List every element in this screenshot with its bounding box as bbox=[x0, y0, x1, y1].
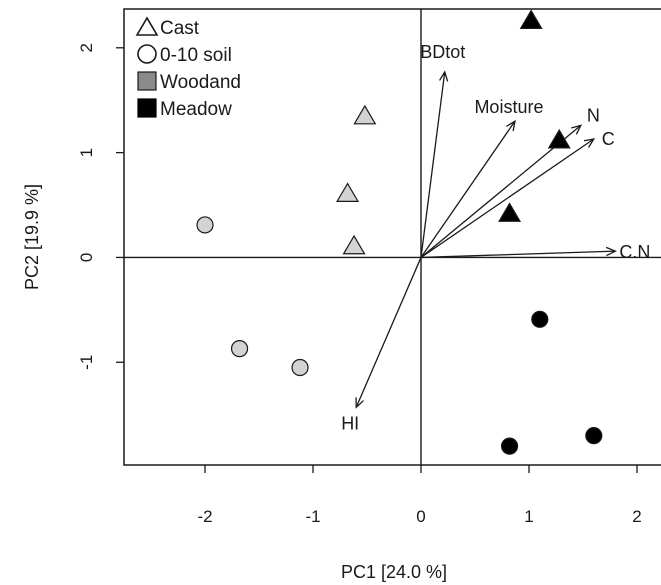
data-point-triangle bbox=[498, 202, 522, 222]
data-point-circle bbox=[291, 358, 309, 377]
x-tick-label: -2 bbox=[197, 507, 212, 526]
legend-circle-open-icon bbox=[137, 44, 157, 64]
data-point-circle bbox=[196, 216, 214, 234]
x-tick-label: 0 bbox=[416, 507, 425, 526]
data-point-triangle bbox=[336, 182, 360, 202]
data-point-circle bbox=[531, 310, 549, 328]
legend-label-woodland: Woodand bbox=[160, 72, 241, 93]
vector-arrowhead bbox=[355, 397, 365, 409]
vector-line bbox=[355, 257, 422, 408]
data-point-circle bbox=[585, 427, 603, 445]
vector-arrowhead bbox=[439, 70, 449, 82]
vector-arrowhead bbox=[583, 138, 596, 148]
vector-arrowhead bbox=[605, 246, 617, 257]
y-tick-label: 2 bbox=[77, 43, 96, 52]
vector-label: BDtot bbox=[420, 42, 465, 62]
legend-label-meadow: Meadow bbox=[160, 99, 232, 120]
legend: Cast 0-10 soil Woodand Meadow bbox=[135, 16, 241, 120]
vector-line bbox=[420, 138, 595, 258]
legend-black-square-icon bbox=[137, 98, 157, 118]
x-axis-label: PC1 [24.0 %] bbox=[341, 562, 447, 582]
vector-line bbox=[420, 71, 446, 258]
y-tick-label: 1 bbox=[77, 148, 96, 157]
legend-gray-square-icon bbox=[137, 71, 157, 91]
data-point-circle bbox=[230, 340, 249, 358]
data-point-triangle bbox=[519, 9, 543, 29]
x-axis: -2 -1 0 1 2 bbox=[197, 465, 642, 526]
x-tick-label: 1 bbox=[524, 507, 533, 526]
data-point-triangle bbox=[342, 234, 366, 255]
vector-label: HI bbox=[341, 413, 359, 433]
vector-arrowhead bbox=[506, 119, 516, 132]
vector-label: N bbox=[587, 105, 600, 125]
x-tick-label: 2 bbox=[632, 507, 641, 526]
vector-label: Moisture bbox=[474, 97, 543, 117]
plot-frame bbox=[123, 8, 661, 466]
legend-label-cast: Cast bbox=[160, 18, 200, 39]
vector-line bbox=[420, 120, 516, 258]
scatter-points bbox=[196, 9, 603, 455]
legend-triangle-open-icon bbox=[135, 16, 159, 36]
x-tick-label: -1 bbox=[305, 507, 320, 526]
data-point-triangle bbox=[353, 104, 377, 125]
vector-label: C bbox=[602, 129, 615, 149]
legend-label-soil: 0-10 soil bbox=[160, 45, 232, 66]
y-tick-label: -1 bbox=[77, 355, 96, 370]
y-tick-label: 0 bbox=[77, 253, 96, 262]
vector-arrowhead bbox=[571, 124, 583, 135]
vector-line bbox=[420, 250, 616, 259]
y-axis: -1 0 1 2 bbox=[77, 43, 124, 370]
loading-vectors: BDtot Moisture NC C.N HI bbox=[341, 42, 650, 433]
data-point-triangle bbox=[547, 128, 571, 149]
vector-label: C.N bbox=[619, 242, 650, 262]
data-point-circle bbox=[500, 437, 519, 455]
y-axis-label: PC2 [19.9 %] bbox=[22, 184, 42, 290]
